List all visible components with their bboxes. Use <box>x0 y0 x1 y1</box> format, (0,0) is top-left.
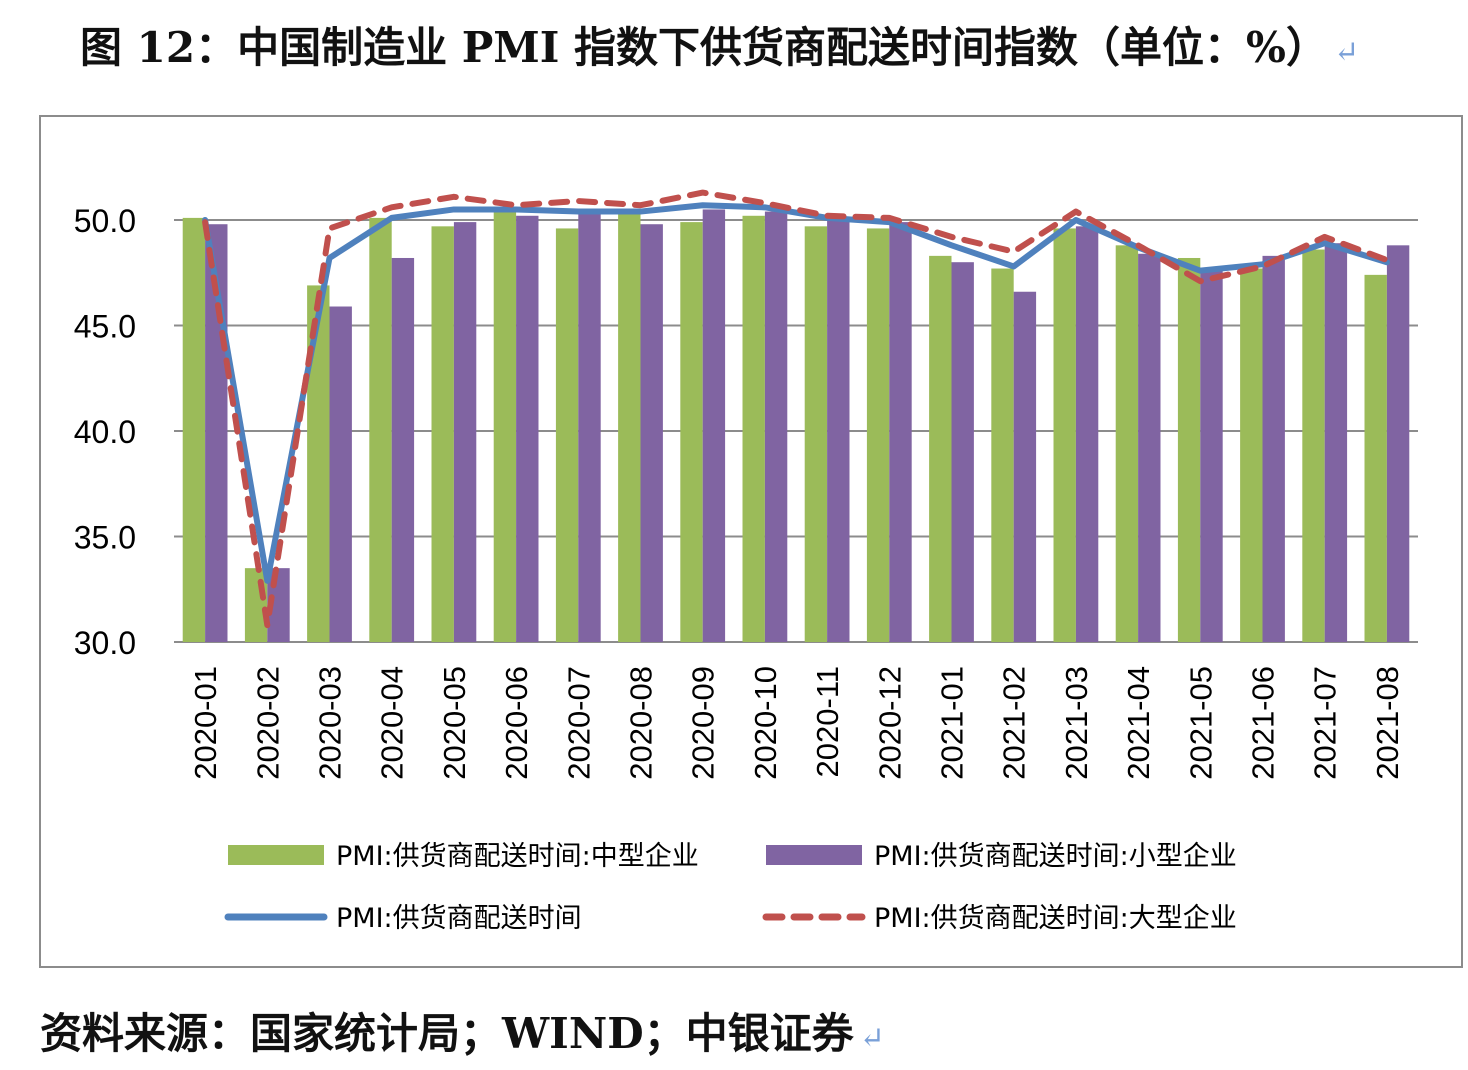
y-tick-label: 40.0 <box>74 414 136 450</box>
bar <box>929 255 952 642</box>
bar <box>516 215 539 642</box>
lines <box>202 189 1390 629</box>
x-tick-label: 2021-03 <box>1059 666 1094 780</box>
bar <box>1324 243 1348 642</box>
source-text: 资料来源：国家统计局；WIND；中银证券 <box>40 1009 854 1058</box>
bar <box>1240 268 1263 642</box>
x-tick-label: 2021-07 <box>1308 666 1343 780</box>
x-tick-label: 2020-04 <box>375 666 410 780</box>
bar <box>764 211 788 642</box>
bar <box>493 207 517 642</box>
bar <box>329 306 352 642</box>
x-tick-label: 2020-01 <box>188 666 223 780</box>
x-tick-label: 2020-10 <box>748 666 783 780</box>
x-tick-label: 2020-06 <box>499 666 534 780</box>
series-line <box>202 189 1390 629</box>
bar <box>369 217 392 642</box>
bar <box>991 268 1014 642</box>
y-tick-label: 35.0 <box>74 520 136 556</box>
x-tick-label: 2020-03 <box>313 666 348 780</box>
x-tick-label: 2020-07 <box>561 666 596 780</box>
bar <box>1177 257 1201 642</box>
x-tick-label: 2021-04 <box>1121 666 1156 780</box>
chart-title: 图 12：中国制造业 PMI 指数下供货商配送时间指数（单位：%） ↵ <box>80 18 1468 78</box>
y-tick-label: 30.0 <box>74 625 136 661</box>
legend-label: PMI:供货商配送时间 <box>336 903 582 934</box>
bar <box>1386 245 1410 642</box>
x-tick-label: 2021-06 <box>1246 666 1281 780</box>
return-mark-icon: ↵ <box>1333 35 1360 70</box>
bar <box>431 226 454 642</box>
x-tick-label: 2020-12 <box>872 666 907 780</box>
bar <box>640 224 663 642</box>
bar <box>889 222 912 643</box>
x-tick-label: 2020-11 <box>810 666 845 777</box>
bar <box>244 568 268 642</box>
x-tick-label: 2021-08 <box>1370 666 1405 780</box>
x-tick-label: 2020-02 <box>250 666 285 780</box>
bar <box>555 228 579 642</box>
bar <box>680 222 703 643</box>
x-tick-label: 2020-09 <box>686 666 721 780</box>
bar <box>391 257 415 642</box>
x-tick-label: 2020-05 <box>437 666 472 780</box>
chart-title-text: 图 12：中国制造业 PMI 指数下供货商配送时间指数（单位：%） <box>80 23 1328 72</box>
series-line <box>202 202 1390 584</box>
bar <box>804 226 828 642</box>
bar <box>827 217 850 642</box>
bar <box>951 262 974 642</box>
bar <box>866 228 890 642</box>
return-mark-icon-2: ↵ <box>859 1021 885 1056</box>
bar <box>742 215 765 642</box>
bar <box>1364 274 1387 642</box>
bar <box>453 222 477 643</box>
bars <box>182 207 1410 643</box>
y-tick-label: 45.0 <box>74 309 136 345</box>
chart: 50.0 45.0 40.0 35.0 30.0 2020-01 2020-02 2020-0… <box>39 115 1463 968</box>
bar <box>1302 249 1325 643</box>
legend-swatch <box>766 845 862 865</box>
bar <box>1200 270 1223 642</box>
x-tick-label: 2021-02 <box>997 666 1032 780</box>
bar <box>618 213 641 643</box>
bar <box>578 213 601 643</box>
bar <box>1013 291 1037 642</box>
x-tick-label: 2021-05 <box>1183 666 1218 780</box>
legend: PMI:供货商配送时间:中型企业 PMI:供货商配送时间:小型企业 PMI:供货商配… <box>224 841 1237 934</box>
bar <box>1262 255 1285 642</box>
bar <box>1075 226 1099 642</box>
x-tick-label: 2021-01 <box>935 666 970 780</box>
legend-swatch <box>228 845 324 865</box>
bar <box>1138 253 1161 642</box>
bar <box>1053 228 1076 642</box>
bar <box>702 209 726 642</box>
axes: 50.0 45.0 40.0 35.0 30.0 2020-01 2020-02 2020-0… <box>74 203 1405 780</box>
x-tick-label: 2020-08 <box>624 666 659 780</box>
bar <box>1115 245 1139 642</box>
bar <box>182 217 206 642</box>
legend-label: PMI:供货商配送时间:小型企业 <box>874 841 1237 872</box>
bar <box>307 285 330 642</box>
legend-label: PMI:供货商配送时间:大型企业 <box>874 903 1237 934</box>
legend-label: PMI:供货商配送时间:中型企业 <box>336 841 699 872</box>
y-tick-label: 50.0 <box>74 203 136 239</box>
source-note: 资料来源：国家统计局；WIND；中银证券 ↵ <box>40 1004 885 1064</box>
